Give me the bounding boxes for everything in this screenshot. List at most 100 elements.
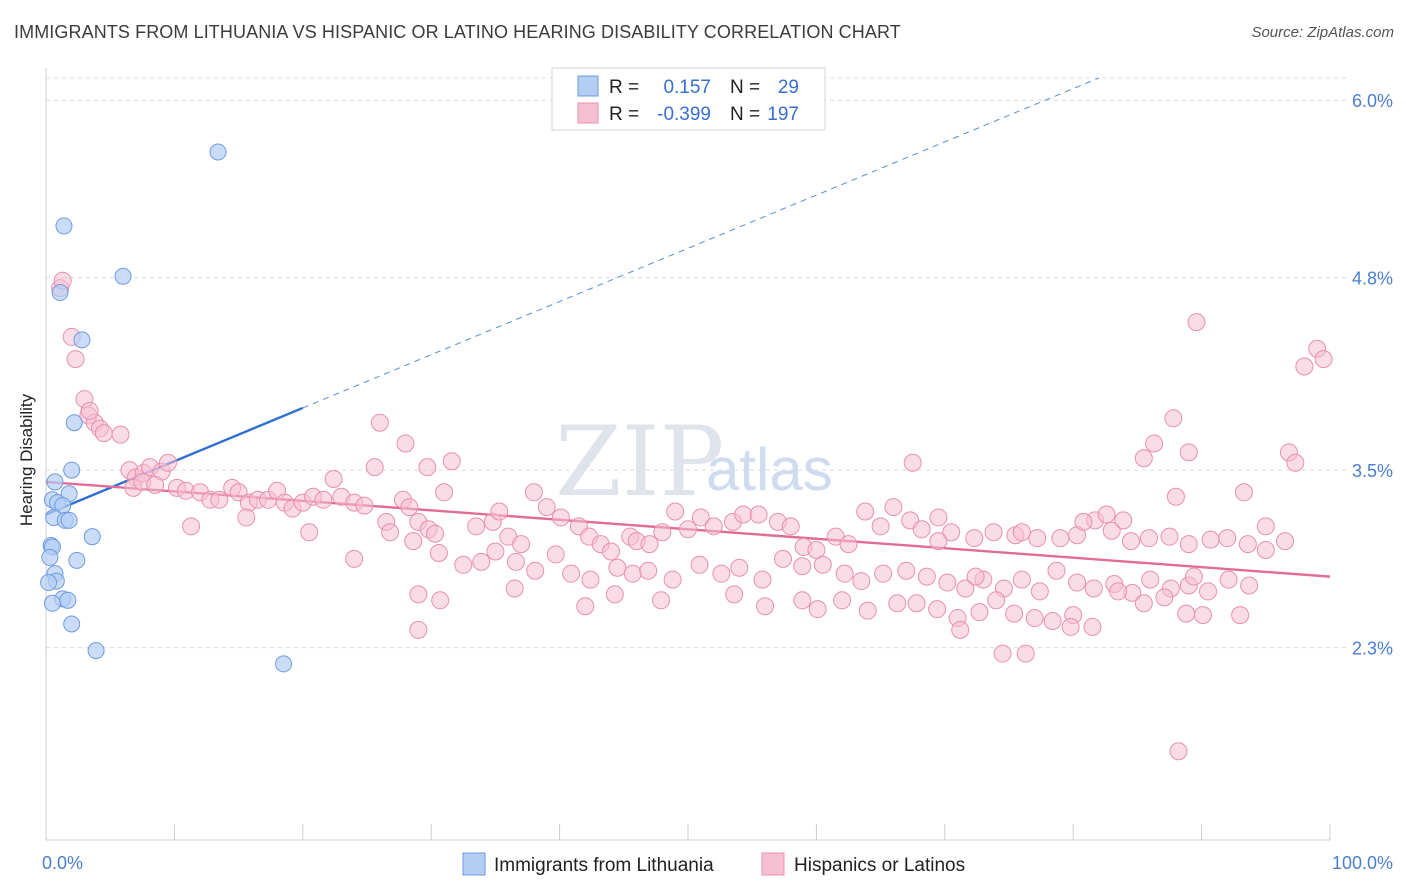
data-point-hispanics xyxy=(1005,604,1024,623)
data-point-hispanics xyxy=(970,603,989,622)
data-point-hispanics xyxy=(324,469,343,488)
data-point-hispanics xyxy=(897,561,916,580)
data-point-hispanics xyxy=(835,564,854,583)
data-point-hispanics xyxy=(66,350,85,369)
data-point-lithuania xyxy=(51,284,69,302)
data-point-hispanics xyxy=(400,498,419,517)
data-point-hispanics xyxy=(486,542,505,561)
chart-title: IMMIGRANTS FROM LITHUANIA VS HISPANIC OR… xyxy=(14,22,901,42)
data-point-hispanics xyxy=(1012,523,1031,542)
data-point-hispanics xyxy=(679,520,697,539)
legend-swatch-hispanics xyxy=(577,102,599,124)
data-point-hispanics xyxy=(314,490,333,509)
data-point-lithuania xyxy=(114,267,132,285)
data-point-hispanics xyxy=(734,505,753,524)
data-point-hispanics xyxy=(576,597,595,616)
data-point-hispanics xyxy=(1199,582,1218,601)
data-point-hispanics xyxy=(1068,573,1087,592)
x-tick-label: 0.0% xyxy=(42,853,83,873)
data-point-hispanics xyxy=(774,549,793,568)
data-point-hispanics xyxy=(951,620,970,639)
data-point-hispanics xyxy=(409,620,428,639)
y-tick-label: 3.5% xyxy=(1352,461,1393,481)
data-point-hispanics xyxy=(1166,487,1185,506)
data-point-hispanics xyxy=(1184,567,1203,586)
data-point-hispanics xyxy=(929,532,948,551)
data-point-lithuania xyxy=(65,414,83,432)
data-point-hispanics xyxy=(1295,357,1314,376)
data-point-hispanics xyxy=(1047,561,1066,580)
data-point-hispanics xyxy=(907,594,926,613)
data-point-hispanics xyxy=(1016,644,1035,663)
data-point-hispanics xyxy=(653,523,672,542)
data-point-hispanics xyxy=(993,644,1012,663)
data-point-hispanics xyxy=(1219,570,1238,589)
data-point-lithuania xyxy=(59,591,77,609)
data-point-hispanics xyxy=(1097,505,1116,524)
data-point-lithuania xyxy=(209,143,227,161)
data-point-hispanics xyxy=(562,564,581,583)
data-point-hispanics xyxy=(442,452,461,471)
data-point-lithuania xyxy=(73,331,91,349)
data-point-hispanics xyxy=(1084,579,1103,598)
data-point-lithuania xyxy=(41,548,59,566)
data-point-hispanics xyxy=(1256,517,1275,536)
data-point-hispanics xyxy=(663,570,682,589)
data-point-hispanics xyxy=(793,557,812,576)
data-point-hispanics xyxy=(1109,582,1128,601)
axes xyxy=(45,68,1331,841)
data-point-hispanics xyxy=(1201,530,1220,549)
data-point-lithuania xyxy=(63,615,81,633)
data-point-hispanics xyxy=(1141,570,1160,589)
bottom-legend-swatch-hispanics xyxy=(761,852,785,876)
data-point-hispanics xyxy=(300,523,319,542)
data-point-hispanics xyxy=(605,585,624,604)
data-point-hispanics xyxy=(704,517,723,536)
data-point-hispanics xyxy=(871,517,890,536)
data-point-hispanics xyxy=(1139,529,1158,548)
data-point-hispanics xyxy=(1164,409,1183,428)
data-point-lithuania xyxy=(83,528,101,546)
data-point-hispanics xyxy=(370,413,389,432)
data-point-hispanics xyxy=(753,570,772,589)
data-point-hispanics xyxy=(546,545,565,564)
legend-r-label: R = xyxy=(609,104,639,125)
data-point-hispanics xyxy=(756,597,775,616)
data-point-hispanics xyxy=(623,564,642,583)
y-tick-label: 4.8% xyxy=(1352,269,1393,289)
data-point-hispanics xyxy=(210,490,229,509)
legend-n-value: 197 xyxy=(767,104,799,125)
data-point-hispanics xyxy=(111,425,130,444)
data-point-lithuania xyxy=(63,461,81,479)
legend-n-value: 29 xyxy=(778,77,799,98)
data-point-hispanics xyxy=(601,542,620,561)
data-point-hispanics xyxy=(1061,617,1080,636)
data-point-hispanics xyxy=(712,564,731,583)
data-point-hispanics xyxy=(506,552,525,571)
x-tick-label: 100.0% xyxy=(1332,853,1393,873)
data-point-lithuania xyxy=(87,642,105,660)
bottom-legend-label-hispanics: Hispanics or Latinos xyxy=(794,855,965,876)
data-point-hispanics xyxy=(1030,582,1049,601)
data-point-lithuania xyxy=(43,594,61,612)
data-point-hispanics xyxy=(690,555,709,574)
data-point-hispanics xyxy=(808,600,827,619)
data-point-hispanics xyxy=(1187,313,1206,332)
data-point-hispanics xyxy=(1179,535,1198,554)
data-point-hispanics xyxy=(1218,529,1237,548)
y-tick-label: 2.3% xyxy=(1352,639,1393,659)
data-point-hispanics xyxy=(929,508,948,527)
data-point-hispanics xyxy=(984,523,1003,542)
data-point-hispanics xyxy=(1314,350,1333,369)
data-point-hispanics xyxy=(813,555,832,574)
data-point-hispanics xyxy=(80,401,99,420)
data-point-hispanics xyxy=(652,591,671,610)
data-point-hispanics xyxy=(938,573,957,592)
legend-r-label: R = xyxy=(609,77,639,98)
data-point-hispanics xyxy=(1134,594,1153,613)
data-point-hispanics xyxy=(1083,617,1102,636)
data-point-hispanics xyxy=(884,498,903,517)
legend: R = 0.157 N = 29 R = -0.399 N = 197 xyxy=(551,67,826,131)
data-point-hispanics xyxy=(1145,434,1164,453)
data-point-hispanics xyxy=(725,585,744,604)
